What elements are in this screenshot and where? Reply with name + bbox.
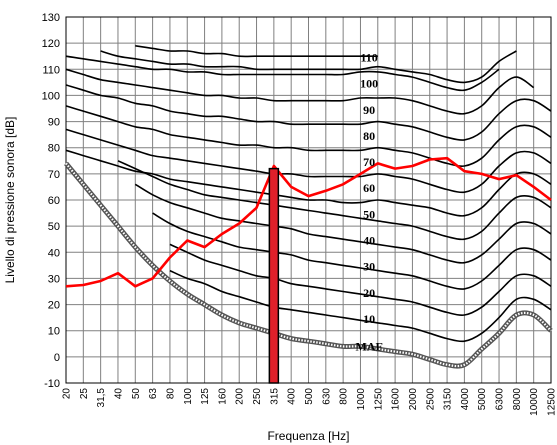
x-tick-label: 1000 (356, 388, 367, 411)
x-tick-label: 1250 (373, 388, 384, 411)
contour-label: 10 (363, 312, 375, 326)
contour-line (134, 183, 552, 264)
x-tick-label: 12500 (547, 388, 557, 416)
x-tick-label: 200 (235, 388, 246, 405)
x-tick-label: 250 (252, 388, 263, 405)
x-tick-label: 5000 (477, 388, 488, 411)
x-tick-label: 160 (217, 388, 228, 405)
contour-label: 20 (363, 286, 375, 300)
x-tick-label: 500 (304, 388, 315, 405)
x-tick-label: 630 (321, 388, 332, 405)
measured-series (65, 156, 552, 384)
y-tick-label: 20 (48, 300, 60, 312)
contour-label: 50 (363, 207, 375, 221)
contour-line (65, 149, 552, 217)
x-tick-label: 800 (339, 388, 350, 405)
contour-labels: MAF 10 20 30 40 50 60 70 80 90 100 110 (355, 51, 382, 354)
contour-label: 100 (360, 77, 378, 91)
x-tick-label: 2500 (425, 388, 436, 411)
x-tick-label: 31,5 (96, 388, 107, 408)
contour-label: MAF (355, 339, 382, 353)
y-tick-label: 90 (48, 117, 60, 129)
y-tick-label: 40 (48, 247, 60, 259)
contour-line (65, 128, 552, 194)
contour-line (117, 160, 552, 241)
y-tick-label: 130 (42, 12, 60, 24)
y-tick-label: 60 (48, 195, 60, 207)
y-tick-label: 80 (48, 143, 60, 155)
contour-label: 90 (363, 103, 375, 117)
x-tick-label: 10000 (529, 388, 540, 416)
y-tick-label: 120 (42, 38, 60, 50)
x-tick-label: 125 (200, 388, 211, 405)
x-tick-label: 50 (131, 388, 142, 400)
x-tick-label: 8000 (512, 388, 523, 411)
contour-curves (64, 45, 553, 369)
x-tick-label: 20 (62, 388, 73, 400)
x-tick-label: 400 (287, 388, 298, 405)
x-tick-label: 80 (165, 388, 176, 400)
x-tick-label: 2000 (408, 388, 419, 411)
x-tick-label: 3150 (443, 388, 454, 411)
x-tick-label: 40 (113, 388, 124, 400)
contour-label: 30 (363, 260, 375, 274)
y-tick-label: 70 (48, 169, 60, 181)
contour-line (65, 105, 552, 167)
contour-line (135, 45, 378, 58)
contour-label: 60 (363, 181, 375, 195)
contour-line (65, 55, 500, 92)
y-tick-label: 30 (48, 273, 60, 285)
contour-label: 70 (363, 155, 375, 169)
y-tick-label: -10 (44, 378, 60, 390)
contour-line (65, 84, 552, 141)
contour-label: 40 (363, 234, 375, 248)
x-tick-label: 1600 (391, 388, 402, 411)
contour-line (152, 212, 552, 290)
contour-line (65, 68, 535, 115)
x-tick-label: 100 (183, 388, 194, 405)
x-tick-labels: 20 25 31,5 40 50 63 80 100 125 160 200 250 315 400 500… (62, 388, 557, 416)
y-axis-label: Livello di pressione sonora [dB] (3, 117, 17, 284)
contour-label: 110 (360, 51, 377, 65)
x-tick-label: 25 (79, 388, 90, 400)
y-tick-labels: -10 0 10 20 30 40 50 60 70 80 90 100 110 120 130 (42, 12, 60, 390)
contour-line (169, 243, 552, 316)
contour-label: 80 (363, 129, 375, 143)
x-axis-label: Frequenza [Hz] (267, 429, 349, 443)
y-tick-label: 100 (42, 90, 60, 102)
y-tick-label: 0 (54, 352, 60, 364)
x-tick-label: 63 (148, 388, 159, 400)
y-tick-label: 50 (48, 221, 60, 233)
x-tick-label: 4000 (460, 388, 471, 411)
maf-curve-hatch (65, 162, 552, 368)
y-tick-label: 110 (42, 64, 60, 76)
x-tick-label: 315 (269, 388, 280, 405)
highlight-bar (268, 167, 280, 384)
contour-line (100, 50, 517, 84)
contour-line (169, 269, 552, 343)
y-tick-label: 10 (48, 326, 60, 338)
measured-line (65, 156, 552, 288)
x-tick-label: 6300 (495, 388, 506, 411)
